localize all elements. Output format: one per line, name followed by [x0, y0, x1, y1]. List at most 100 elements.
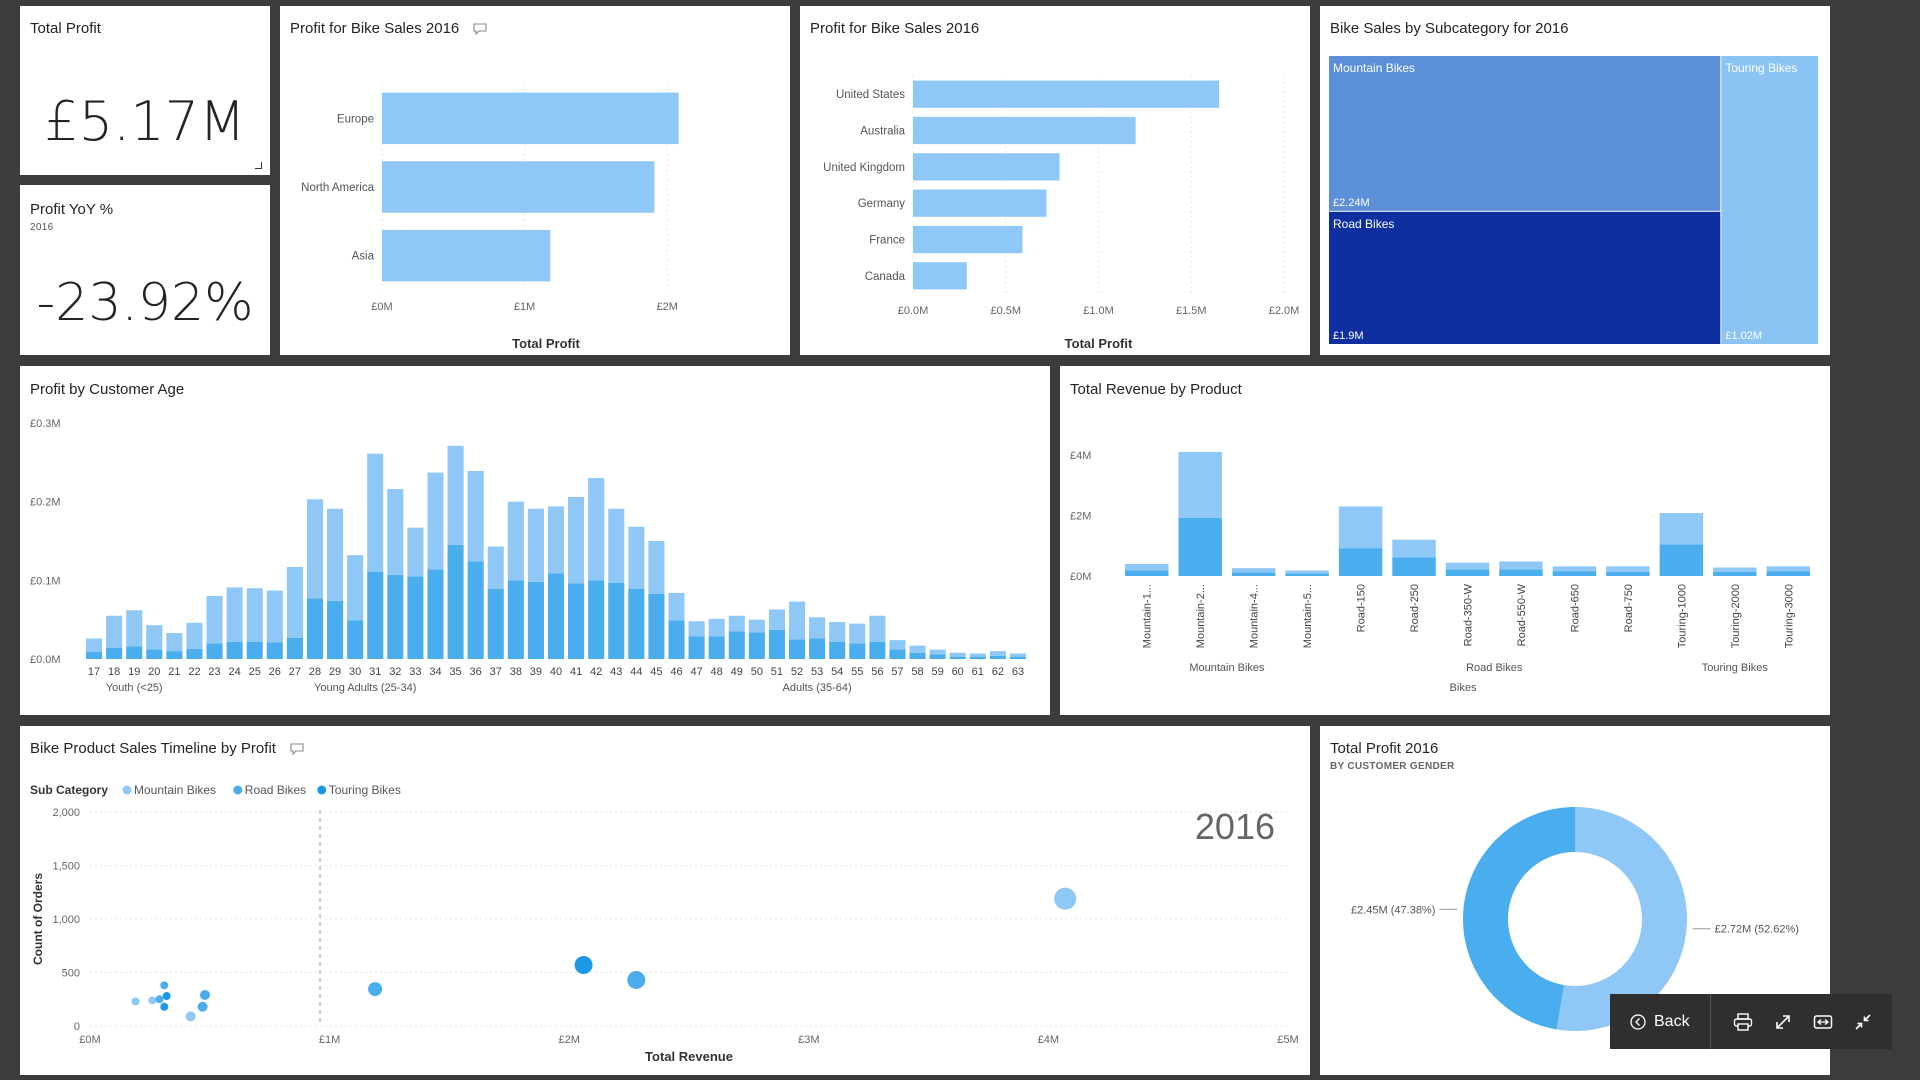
- treemap-tile-label: Road Bikes: [1333, 217, 1394, 231]
- age-chart-plot: £0.0M £0.1M £0.2M £0.3M 17 18 19 20 21 22 23 24 25 26…: [30, 418, 1026, 694]
- region-profit-chart[interactable]: Profit for Bike Sales 2016 £0M £1M £2M Euro…: [280, 6, 790, 355]
- age-bar-segment: [106, 647, 123, 659]
- age-x-tick: 59: [931, 666, 943, 678]
- age-bar-segment: [668, 620, 685, 659]
- fit-width-button[interactable]: [1803, 1002, 1843, 1042]
- expand-button[interactable]: [1763, 1002, 1803, 1042]
- age-x-tick: 61: [972, 666, 984, 678]
- kpi-profit-yoy-card[interactable]: Profit YoY % 2016 -23.92%: [20, 185, 270, 355]
- kpi-total-profit-card[interactable]: Total Profit £5.17M: [20, 6, 270, 175]
- scatter-point: [185, 1011, 196, 1022]
- age-bar-segment: [568, 496, 585, 584]
- revenue-x-tick: Mountain-2...: [1195, 584, 1207, 648]
- age-x-tick: 22: [188, 666, 200, 678]
- age-bar-segment: [327, 508, 344, 601]
- sales-timeline-chart[interactable]: Bike Product Sales Timeline by Profit Su…: [20, 726, 1310, 1075]
- age-bar-segment: [226, 641, 243, 659]
- age-bar-segment: [206, 643, 223, 659]
- age-bar-segment: [367, 571, 384, 659]
- age-bar-segment: [86, 638, 103, 652]
- scatter-point: [162, 992, 171, 1001]
- age-x-tick: 47: [690, 666, 702, 678]
- age-bar-segment: [86, 651, 103, 659]
- country-profit-chart[interactable]: Profit for Bike Sales 2016 £0.0M £0.5M £1.…: [800, 6, 1310, 355]
- fit-width-icon: [1813, 1014, 1832, 1029]
- back-button[interactable]: Back: [1610, 994, 1711, 1049]
- product-revenue-chart[interactable]: Total Revenue by Product £0M £2M £4M Mounta…: [1060, 366, 1830, 715]
- exit-focus-button[interactable]: [1843, 1002, 1883, 1042]
- age-bar-segment: [1009, 653, 1026, 657]
- scatter-legend-marker: [317, 785, 327, 795]
- subcategory-treemap[interactable]: Bike Sales by Subcategory for 2016 Mount…: [1320, 6, 1830, 355]
- age-bar-segment: [748, 632, 765, 659]
- age-bar-segment: [929, 654, 946, 659]
- comment-icon[interactable]: [290, 743, 304, 756]
- region-category-label: North America: [301, 182, 374, 194]
- age-bar-segment: [588, 478, 605, 581]
- revenue-group-label: Road Bikes: [1466, 662, 1523, 674]
- age-bar-segment: [849, 623, 866, 644]
- scatter-play-year: 2016: [1195, 806, 1275, 847]
- age-bar-segment: [266, 590, 283, 643]
- age-bar-segment: [126, 646, 143, 659]
- scatter-legend-marker: [122, 785, 132, 795]
- region-x-tick: £2M: [657, 301, 678, 313]
- age-x-tick: 32: [389, 666, 401, 678]
- revenue-bar-segment: [1445, 569, 1490, 576]
- age-bar-segment: [648, 593, 665, 659]
- age-x-tick: 21: [168, 666, 180, 678]
- age-y-tick: £0.2M: [30, 497, 61, 509]
- country-bar: [913, 153, 1060, 181]
- age-profit-chart[interactable]: Profit by Customer Age £0.0M £0.1M £0.2M £0…: [20, 366, 1050, 715]
- age-bar-segment: [126, 610, 143, 647]
- region-x-tick: £1M: [514, 301, 535, 313]
- revenue-x-tick: Road-350-W: [1463, 583, 1475, 646]
- print-button[interactable]: [1723, 1002, 1763, 1042]
- revenue-bar-segment: [1178, 451, 1222, 518]
- age-x-tick: 35: [449, 666, 461, 678]
- age-y-tick: £0.0M: [30, 654, 61, 666]
- country-bar: [913, 262, 967, 290]
- age-x-tick: 56: [871, 666, 883, 678]
- age-x-tick: 33: [409, 666, 421, 678]
- revenue-y-tick: £0M: [1070, 571, 1091, 583]
- age-bar-segment: [708, 636, 725, 659]
- age-bar-segment: [929, 649, 946, 655]
- age-x-tick: 52: [791, 666, 803, 678]
- region-chart-title-text: Profit for Bike Sales 2016: [290, 20, 460, 37]
- age-bar-segment: [246, 588, 263, 642]
- scatter-y-axis-title: Count of Orders: [31, 873, 45, 965]
- age-bar-segment: [467, 561, 484, 659]
- revenue-bar-segment: [1445, 562, 1490, 570]
- age-x-tick: 30: [349, 666, 361, 678]
- age-bar-segment: [849, 643, 866, 659]
- age-x-tick: 27: [289, 666, 301, 678]
- country-category-label: Germany: [858, 198, 906, 210]
- age-x-tick: 18: [108, 666, 120, 678]
- country-bar: [913, 80, 1220, 108]
- comment-icon[interactable]: [473, 23, 487, 36]
- age-bar-segment: [909, 652, 926, 659]
- age-bar-segment: [829, 641, 846, 659]
- age-bar-segment: [447, 445, 464, 545]
- revenue-bar-segment: [1125, 570, 1169, 576]
- revenue-bar-segment: [1392, 539, 1436, 558]
- age-x-tick: 29: [329, 666, 341, 678]
- revenue-bar-segment: [1231, 568, 1276, 573]
- age-bar-segment: [889, 640, 906, 650]
- country-category-label: Australia: [860, 126, 905, 138]
- age-bar-segment: [748, 619, 765, 633]
- treemap-title: Bike Sales by Subcategory for 2016: [1330, 20, 1569, 37]
- revenue-x-tick: Road-650: [1569, 584, 1581, 632]
- age-bar-segment: [608, 582, 625, 659]
- revenue-bar-segment: [1338, 506, 1383, 549]
- age-group-label: Adults (35-64): [783, 682, 852, 694]
- revenue-bar-segment: [1499, 569, 1543, 576]
- scatter-point: [368, 982, 383, 997]
- resize-corner-icon: [255, 162, 262, 169]
- revenue-bar-segment: [1231, 572, 1276, 576]
- age-bar-segment: [306, 598, 324, 659]
- revenue-bar-segment: [1713, 571, 1757, 576]
- age-bar-segment: [407, 527, 424, 577]
- country-category-label: France: [869, 235, 905, 247]
